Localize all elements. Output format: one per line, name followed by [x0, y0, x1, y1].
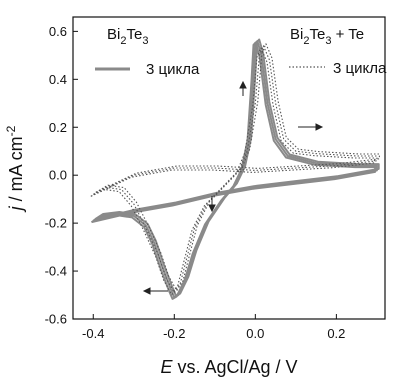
x-tick-label: 0.0 [246, 326, 264, 341]
y-axis-label: j / mA cm-2 [4, 125, 26, 213]
curves [90, 38, 380, 300]
legend-title-right: Bi2Te3 + Te [290, 26, 364, 47]
plot-frame [72, 16, 386, 320]
y-axis-ticks: -0.6 -0.4 -0.2 0.0 0.2 0.4 0.6 [45, 24, 78, 327]
x-tick-label: 0.2 [327, 326, 345, 341]
direction-arrows [142, 80, 324, 295]
legend-cycles-left: 3 цикла [146, 61, 200, 78]
arrow-anodic-up-head [239, 80, 247, 89]
series-1-cycle-2 [92, 40, 378, 299]
x-axis-label: E vs. AgCl/Ag / V [160, 357, 297, 377]
arrow-cathodic-down-head [208, 204, 216, 213]
y-tick-label: 0.4 [49, 72, 67, 87]
arrow-left-head [142, 287, 151, 295]
x-tick-label: -0.4 [82, 326, 104, 341]
series-1-cycle-1 [90, 41, 377, 300]
legend-cycles-right: 3 цикла [333, 60, 387, 77]
y-tick-label: -0.2 [45, 216, 67, 231]
series-2-cycle-1 [90, 47, 375, 296]
y-tick-label: -0.4 [45, 264, 67, 279]
legend-title-left: Bi2Te3 [107, 26, 148, 47]
y-tick-label: 0.2 [49, 120, 67, 135]
y-tick-label: 0.0 [49, 168, 67, 183]
series-1-cycle-3 [94, 38, 380, 297]
y-tick-label: -0.6 [45, 312, 67, 327]
arrow-right-head [315, 123, 324, 131]
x-tick-label: -0.2 [163, 326, 185, 341]
series-2-cycle-3 [95, 43, 380, 292]
series-2-cycle-2 [93, 45, 378, 294]
y-tick-label: 0.6 [49, 24, 67, 39]
x-axis-ticks: -0.4 -0.2 0.0 0.2 [82, 314, 345, 341]
